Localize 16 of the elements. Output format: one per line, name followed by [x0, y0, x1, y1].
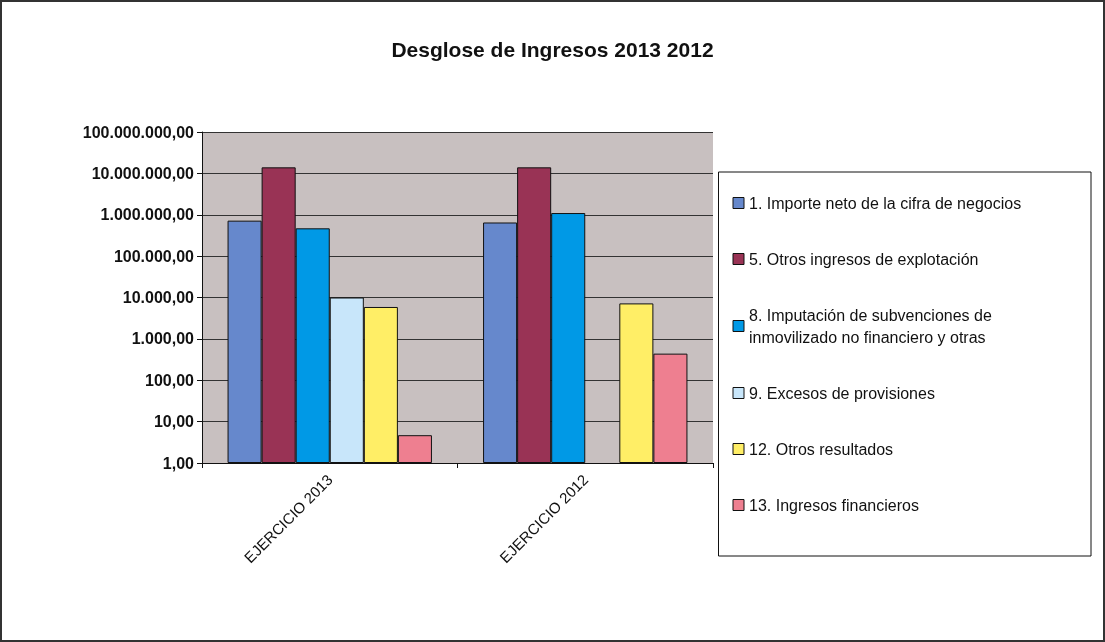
legend-label: 12. Otros resultados	[749, 440, 894, 458]
y-tick-label: 10.000.000,00	[91, 164, 195, 182]
chart-title: Desglose de Ingresos 2013 2012	[391, 38, 714, 61]
y-tick-label: 1.000,00	[131, 330, 195, 348]
y-tick-label: 10.000,00	[122, 289, 195, 306]
y-tick-label: 1,00	[162, 454, 195, 472]
y-tick-label: 100.000.000,00	[82, 123, 195, 141]
y-tick-label: 1.000.000,00	[100, 206, 195, 224]
y-tick-label: 100.000,00	[113, 247, 195, 265]
legend-label: 5. Otros ingresos de explotación	[749, 250, 979, 268]
legend-label: 13. Ingresos financieros	[749, 496, 919, 514]
legend-label: 1. Importe neto de la cifra de negocios	[749, 194, 1022, 212]
y-tick-label: 100,00	[145, 371, 195, 389]
legend-label: 9. Excesos de provisiones	[749, 384, 935, 402]
y-tick-label: 10,00	[153, 413, 195, 431]
legend-label: 8. Imputación de subvenciones de inmovilizado no financiero y otras	[749, 306, 997, 346]
